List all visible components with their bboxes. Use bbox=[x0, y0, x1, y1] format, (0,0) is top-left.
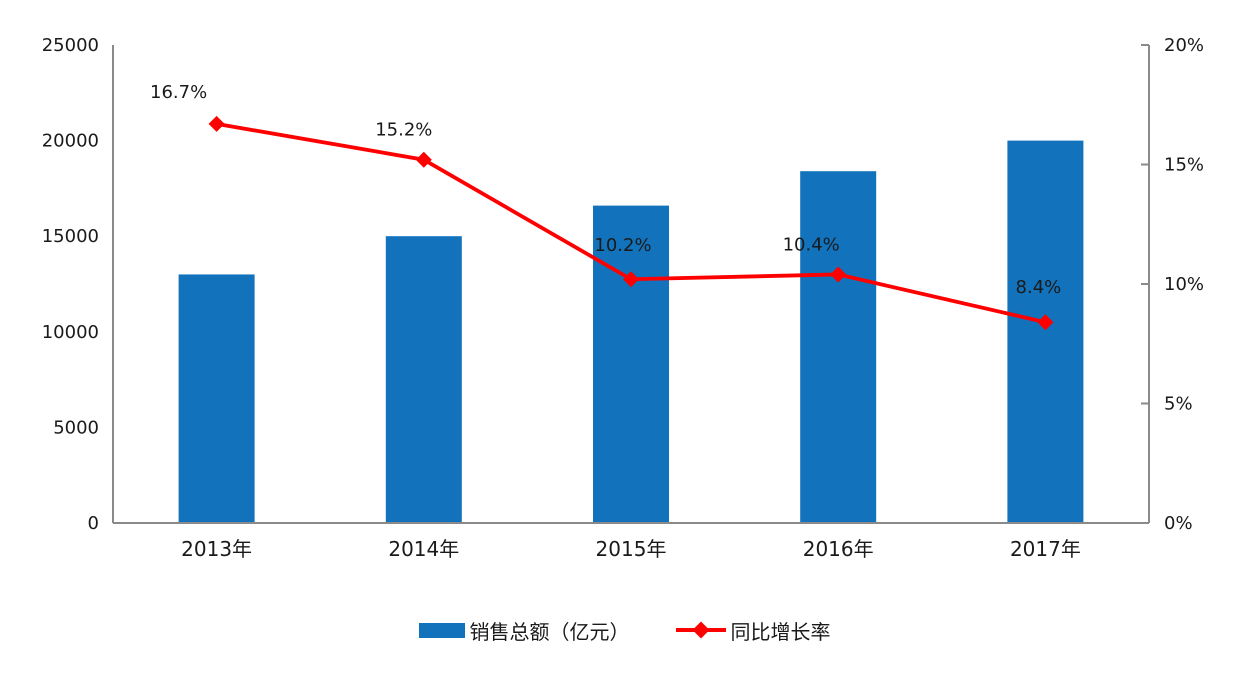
legend-label-growth: 同比增长率 bbox=[730, 619, 831, 644]
legend-item-sales: 销售总额（亿元） bbox=[418, 616, 630, 645]
right-axis-tick-label: 15% bbox=[1164, 155, 1204, 176]
line-legend-marker-icon bbox=[675, 621, 726, 639]
left-axis-tick-label: 25000 bbox=[42, 35, 99, 56]
growth-data-label: 16.7% bbox=[150, 82, 207, 103]
x-axis-label: 2013年 bbox=[181, 537, 252, 561]
left-axis-tick-label: 0 bbox=[88, 513, 99, 534]
diamond-icon bbox=[692, 621, 709, 639]
bar-legend-swatch-icon bbox=[418, 622, 465, 638]
bar-2016年 bbox=[800, 171, 877, 523]
marker-2014年 bbox=[415, 151, 432, 168]
x-axis-label: 2014年 bbox=[388, 537, 459, 561]
right-axis-tick-label: 5% bbox=[1164, 394, 1193, 415]
marker-2016年 bbox=[830, 266, 847, 283]
left-axis-tick-label: 20000 bbox=[42, 131, 99, 152]
x-axis-label: 2015年 bbox=[596, 537, 667, 561]
growth-data-label: 15.2% bbox=[375, 120, 432, 141]
legend: 销售总额（亿元） 同比增长率 bbox=[0, 612, 1249, 648]
combo-chart: 0 5000 10000 15000 20000 25000 0% 5% 10% 15% 20% 20… bbox=[42, 35, 1204, 561]
legend-label-sales: 销售总额（亿元） bbox=[469, 619, 630, 644]
marker-2013年 bbox=[208, 115, 225, 132]
right-axis-tick-label: 10% bbox=[1164, 274, 1204, 295]
right-axis-tick-label: 20% bbox=[1164, 35, 1204, 56]
x-axis-label: 2017年 bbox=[1010, 537, 1081, 561]
left-axis-tick-label: 5000 bbox=[53, 417, 99, 438]
growth-data-label: 10.4% bbox=[783, 234, 840, 255]
x-axis-label: 2016年 bbox=[803, 537, 874, 561]
left-axis-tick-label: 10000 bbox=[42, 322, 99, 343]
right-axis-tick-label: 0% bbox=[1164, 513, 1193, 534]
growth-data-label: 8.4% bbox=[1016, 277, 1062, 298]
bar-2015年 bbox=[593, 205, 669, 523]
bar-2017年 bbox=[1007, 140, 1084, 523]
growth-data-label: 10.2% bbox=[594, 235, 651, 256]
left-axis-tick-label: 15000 bbox=[42, 226, 99, 247]
legend-item-growth: 同比增长率 bbox=[675, 616, 831, 645]
marker-2015年 bbox=[623, 271, 639, 288]
marker-2017年 bbox=[1037, 314, 1054, 331]
bar-2014年 bbox=[385, 236, 462, 523]
bar-2013年 bbox=[178, 274, 255, 523]
